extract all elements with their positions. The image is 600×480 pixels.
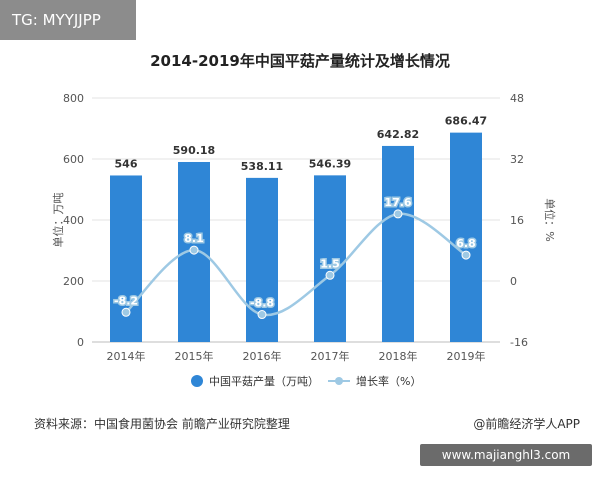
credit-note: @前瞻经济学人APP bbox=[473, 417, 580, 431]
grid bbox=[92, 97, 500, 343]
right-axis-label: 单位：% bbox=[543, 198, 557, 241]
growth-value-label: 17.6 bbox=[384, 196, 411, 209]
bar bbox=[110, 175, 142, 342]
bar-value-label: 546.39 bbox=[309, 157, 351, 170]
x-tick-label: 2018年 bbox=[379, 349, 418, 363]
legend-bar-marker bbox=[191, 375, 203, 387]
left-tick-label: 400 bbox=[63, 214, 84, 227]
growth-value-label: 6.8 bbox=[456, 237, 476, 250]
right-tick-label: 48 bbox=[510, 92, 524, 105]
growth-value-label: 1.5 bbox=[320, 257, 340, 270]
legend-bar-label: 中国平菇产量（万吨） bbox=[209, 374, 319, 388]
growth-point bbox=[189, 245, 199, 255]
site-url[interactable]: www.majianghl3.com bbox=[420, 444, 592, 466]
growth-point bbox=[393, 209, 403, 219]
axes: 0 200 400 600 800 -16 0 16 32 48 单位：万吨 单位：% 2014年 201… bbox=[51, 92, 557, 363]
growth-value-label: -8.8 bbox=[250, 297, 274, 310]
right-tick-label: 32 bbox=[510, 153, 524, 166]
left-axis-label: 单位：万吨 bbox=[51, 193, 65, 248]
bar-value-label: 642.82 bbox=[377, 128, 419, 141]
growth-point bbox=[461, 250, 471, 260]
growth-point bbox=[325, 270, 335, 280]
chart-title: 2014-2019年中国平菇产量统计及增长情况 bbox=[150, 52, 450, 70]
watermark-tag: TG: MYYJJPP bbox=[0, 0, 136, 40]
bar-series: 546 590.18 538.11 546.39 642.82 686.47 bbox=[110, 115, 487, 342]
right-tick-label: 16 bbox=[510, 214, 524, 227]
bar-value-label: 546 bbox=[115, 157, 138, 170]
x-tick-label: 2014年 bbox=[107, 349, 146, 363]
x-tick-label: 2016年 bbox=[243, 349, 282, 363]
line-series: -8.2 8.1 -8.8 1.5 17.6 6.8 bbox=[112, 194, 477, 320]
chart: 2014-2019年中国平菇产量统计及增长情况 0 200 400 600 800 -16… bbox=[51, 52, 557, 388]
bar bbox=[314, 175, 346, 342]
legend: 中国平菇产量（万吨） 增长率（%） bbox=[191, 374, 421, 388]
growth-line bbox=[125, 212, 467, 317]
x-tick-label: 2015年 bbox=[175, 349, 214, 363]
right-tick-label: 0 bbox=[510, 275, 517, 288]
left-tick-label: 600 bbox=[63, 153, 84, 166]
legend-line-label: 增长率（%） bbox=[356, 374, 421, 388]
growth-point bbox=[121, 307, 131, 317]
x-tick-label: 2019年 bbox=[447, 349, 486, 363]
bar-value-label: 538.11 bbox=[241, 160, 283, 173]
bar bbox=[382, 145, 414, 342]
left-tick-label: 0 bbox=[77, 336, 84, 349]
bar-value-label: 686.47 bbox=[445, 115, 487, 128]
x-tick-label: 2017年 bbox=[311, 349, 350, 363]
left-tick-label: 800 bbox=[63, 92, 84, 105]
source-note: 资料来源：中国食用菌协会 前瞻产业研究院整理 bbox=[34, 417, 290, 431]
left-tick-label: 200 bbox=[63, 275, 84, 288]
legend-line-dot bbox=[335, 377, 343, 385]
growth-value-label: 8.1 bbox=[184, 232, 204, 245]
growth-point bbox=[257, 310, 267, 320]
right-tick-label: -16 bbox=[510, 336, 528, 349]
bar bbox=[450, 132, 482, 342]
bar-value-label: 590.18 bbox=[173, 144, 215, 157]
growth-value-label: -8.2 bbox=[114, 294, 138, 307]
